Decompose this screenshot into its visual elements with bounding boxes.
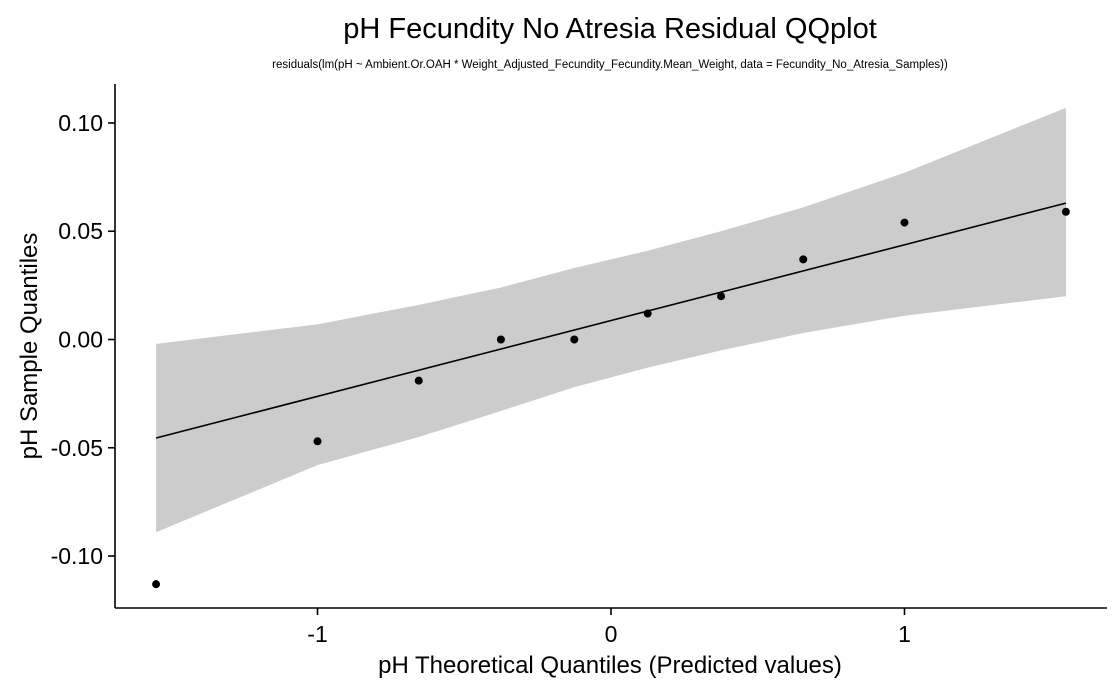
x-tick-label: 0 xyxy=(605,621,618,647)
tick-layer: -1 0 1 -0.10 -0.05 0.00 0.05 0.10 xyxy=(51,110,911,647)
chart-title: pH Fecundity No Atresia Residual QQplot xyxy=(343,13,877,45)
data-point xyxy=(152,580,161,589)
y-tick-label: 0.00 xyxy=(58,327,103,353)
data-point xyxy=(717,292,726,301)
y-tick-label: -0.05 xyxy=(51,435,103,461)
y-axis-title: pH Sample Quantiles xyxy=(16,233,43,460)
reference-line xyxy=(155,202,1067,439)
x-axis-title: pH Theoretical Quantiles (Predicted valu… xyxy=(378,652,842,679)
data-point xyxy=(799,255,808,264)
data-point xyxy=(414,376,423,385)
data-point xyxy=(496,335,505,344)
reference-line-layer xyxy=(155,202,1067,439)
data-point xyxy=(313,437,322,446)
y-tick-label: -0.10 xyxy=(51,543,103,569)
x-tick-label: -1 xyxy=(307,621,327,647)
data-point xyxy=(643,309,652,318)
y-tick-label: 0.05 xyxy=(58,218,103,244)
x-tick-label: 1 xyxy=(898,621,911,647)
data-point xyxy=(1061,207,1070,216)
data-point xyxy=(570,335,579,344)
y-tick-label: 0.10 xyxy=(58,110,103,136)
data-points-layer xyxy=(152,207,1070,589)
chart-subtitle: residuals(lm(pH ~ Ambient.Or.OAH * Weigh… xyxy=(272,59,948,71)
data-point xyxy=(900,218,909,227)
